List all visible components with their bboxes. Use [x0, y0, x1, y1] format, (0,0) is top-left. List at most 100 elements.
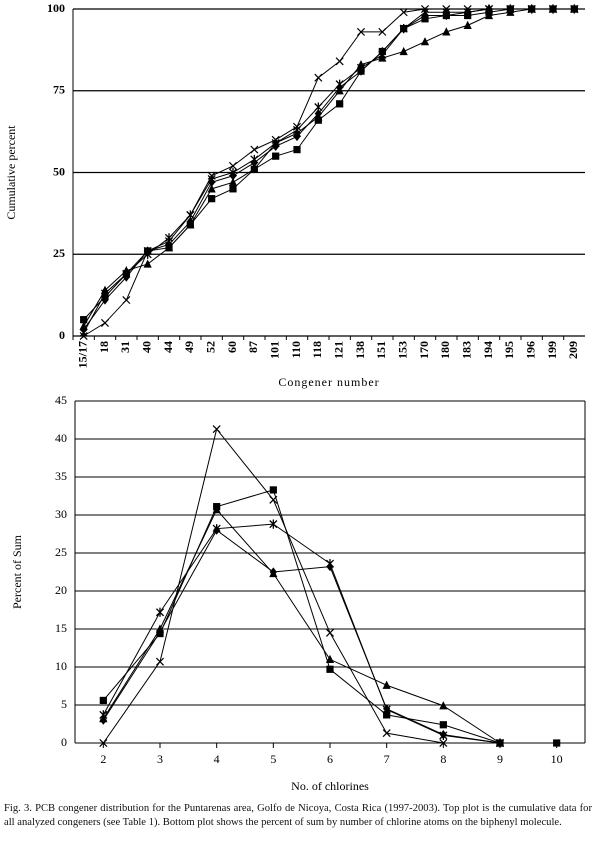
caption: Fig. 3. PCB congener distribution for th… — [4, 803, 592, 828]
y-tick-label: 25 — [55, 545, 67, 559]
y-tick-label: 50 — [53, 164, 65, 178]
y-tick-label: 30 — [55, 507, 67, 521]
series-line — [102, 523, 501, 744]
marker-x — [250, 145, 259, 154]
x-tick-label: 40 — [139, 341, 153, 353]
marker-triangle — [212, 505, 221, 514]
marker-triangle — [250, 164, 259, 173]
x-tick-label: 194 — [481, 341, 495, 359]
x-axis-title: No. of chlorines — [291, 779, 369, 793]
marker-diamond — [439, 730, 447, 740]
marker-triangle — [325, 654, 335, 663]
x-tick-label: 7 — [384, 752, 390, 766]
marker-x — [439, 738, 448, 748]
marker-x — [155, 657, 165, 666]
x-tick-label: 9 — [497, 752, 503, 766]
marker-diamond — [400, 24, 408, 34]
x-tick-label: 199 — [545, 341, 559, 359]
marker-diamond — [229, 171, 237, 181]
x-tick-label: 6 — [327, 752, 333, 766]
y-tick-label: 75 — [53, 83, 65, 97]
marker-diamond — [326, 562, 334, 572]
marker-diamond — [293, 131, 301, 142]
marker-square — [80, 316, 88, 324]
marker-star — [269, 519, 278, 529]
series-line — [102, 529, 501, 744]
x-tick-label: 110 — [289, 341, 303, 358]
y-tick-label: 100 — [47, 1, 65, 15]
marker-diamond — [383, 704, 391, 714]
y-tick-label: 45 — [55, 393, 67, 407]
marker-square — [208, 195, 216, 203]
x-tick-label: 196 — [523, 341, 537, 359]
series-line — [102, 508, 501, 744]
x-tick-label: 87 — [246, 341, 260, 353]
marker-square — [383, 711, 391, 719]
marker-x — [100, 318, 110, 327]
marker-square — [229, 185, 237, 193]
x-tick-label: 209 — [566, 341, 580, 359]
y-tick-label: 20 — [55, 583, 67, 597]
marker-x — [212, 425, 221, 434]
marker-diamond — [122, 272, 130, 282]
marker-diamond — [421, 10, 429, 21]
marker-x — [356, 27, 366, 36]
x-tick-label: 138 — [353, 341, 367, 359]
x-tick-label: 10 — [551, 752, 563, 766]
marker-triangle — [442, 27, 451, 36]
x-tick-label: 44 — [161, 341, 175, 353]
marker-star — [155, 607, 165, 617]
marker-square — [272, 152, 280, 160]
y-tick-label: 35 — [55, 469, 67, 483]
x-tick-label: 31 — [118, 341, 132, 353]
marker-triangle — [382, 680, 391, 689]
x-tick-label: 49 — [182, 341, 196, 353]
series-line — [83, 8, 575, 327]
x-tick-label: 3 — [157, 752, 163, 766]
x-tick-label: 60 — [225, 341, 239, 353]
x-tick-label: 195 — [502, 341, 516, 359]
marker-diamond — [213, 525, 221, 535]
marker-diamond — [314, 109, 322, 119]
x-tick-label: 180 — [438, 341, 452, 359]
y-tick-label: 40 — [55, 431, 67, 445]
marker-diamond — [165, 239, 173, 250]
y-axis-title: Cumulative percent — [4, 125, 18, 220]
marker-diamond — [485, 4, 493, 14]
marker-diamond — [528, 4, 536, 14]
marker-triangle — [463, 20, 472, 29]
marker-diamond — [269, 567, 277, 577]
marker-square — [439, 721, 447, 729]
marker-triangle — [439, 701, 448, 710]
x-tick-label: 121 — [331, 341, 345, 359]
marker-x — [314, 73, 323, 82]
x-tick-label: 101 — [267, 341, 281, 359]
marker-triangle — [228, 177, 238, 186]
marker-triangle — [484, 10, 494, 20]
marker-diamond — [99, 715, 107, 725]
marker-triangle — [143, 259, 152, 268]
y-tick-label: 10 — [55, 659, 67, 673]
marker-square — [326, 665, 334, 673]
marker-x — [99, 738, 108, 748]
marker-diamond — [156, 627, 164, 637]
marker-x — [399, 8, 408, 17]
series-line — [83, 8, 575, 320]
series-line — [83, 8, 575, 330]
marker-diamond — [208, 177, 216, 187]
marker-square — [293, 146, 301, 154]
series-line — [83, 8, 575, 333]
marker-square — [336, 100, 344, 108]
x-tick-label: 183 — [459, 341, 473, 359]
x-tick-label: 5 — [270, 752, 276, 766]
marker-diamond — [186, 216, 194, 227]
x-tick-label: 153 — [395, 341, 409, 359]
marker-triangle — [420, 37, 430, 46]
x-tick-label: 4 — [214, 752, 220, 766]
marker-diamond — [250, 158, 258, 168]
x-tick-label: 118 — [310, 341, 324, 358]
marker-square — [269, 486, 277, 494]
x-tick-label: 2 — [100, 752, 106, 766]
